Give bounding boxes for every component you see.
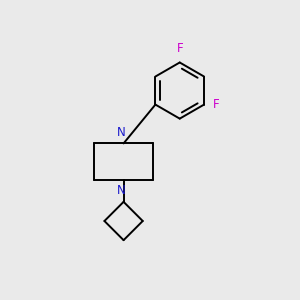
Text: N: N bbox=[117, 184, 125, 197]
Text: F: F bbox=[176, 42, 183, 55]
Text: F: F bbox=[213, 98, 220, 111]
Text: N: N bbox=[117, 126, 125, 140]
